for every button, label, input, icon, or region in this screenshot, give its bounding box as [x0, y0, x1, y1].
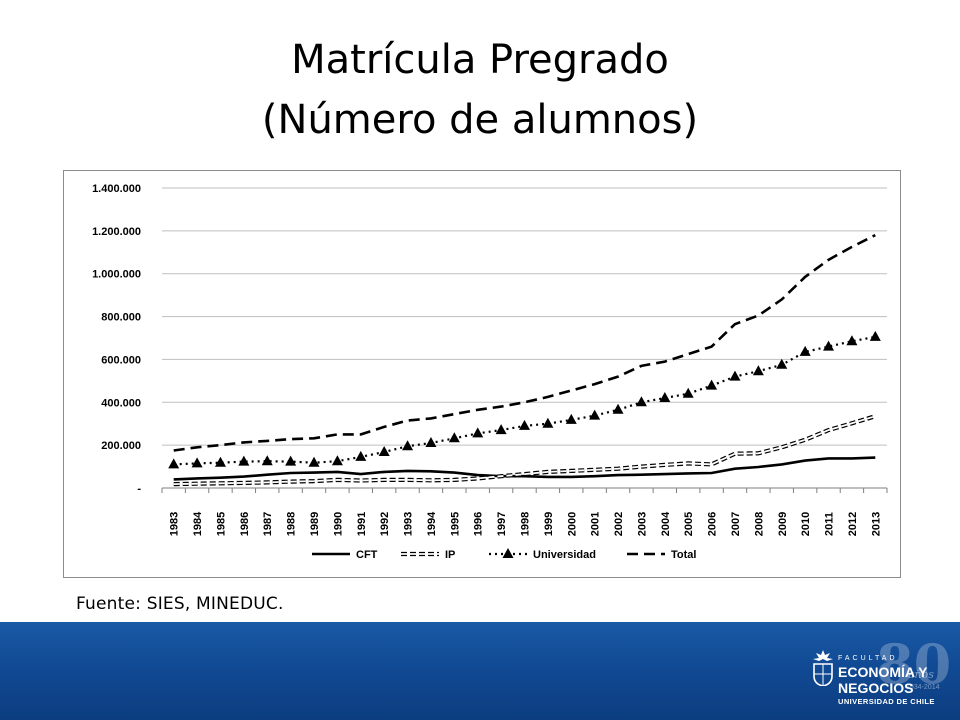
- page-title-line1: Matrícula Pregrado: [291, 37, 669, 83]
- data-point-universidad: [659, 392, 671, 402]
- y-tick-label: 400.000: [101, 397, 141, 409]
- data-point-universidad: [425, 437, 437, 447]
- x-tick-label: 1987: [262, 512, 274, 536]
- data-point-universidad: [542, 417, 554, 428]
- data-point-universidad: [869, 330, 881, 341]
- x-tick-label: 1985: [215, 512, 227, 536]
- data-point-universidad: [308, 456, 320, 467]
- data-point-universidad: [706, 379, 718, 390]
- y-tick-label: 200.000: [101, 440, 141, 452]
- legend-label-cft: CFT: [356, 549, 378, 561]
- x-tick-label: 2009: [777, 512, 789, 536]
- x-tick-label: 1997: [496, 512, 508, 536]
- x-tick-label: 2008: [753, 512, 765, 536]
- data-point-universidad: [846, 335, 858, 346]
- data-point-universidad: [472, 427, 484, 438]
- university-crest-icon: [813, 650, 833, 686]
- line-chart: - 200.000 400.000 600.000 800.000 1.000.000 1.…: [92, 183, 888, 561]
- data-point-universidad: [331, 455, 343, 466]
- logo-universidad: UNIVERSIDAD DE CHILE: [838, 697, 935, 706]
- data-point-universidad: [285, 455, 297, 466]
- y-tick-label: 1.400.000: [92, 183, 141, 195]
- x-tick-label: 1998: [520, 512, 532, 536]
- y-tick-label: -: [137, 483, 141, 495]
- x-tick-label: 1991: [356, 512, 368, 536]
- x-tick-label: 2013: [870, 512, 882, 536]
- series-line-ip-inner: [173, 415, 876, 485]
- data-point-universidad: [635, 396, 647, 407]
- x-tick-label: 1988: [286, 512, 298, 536]
- anniversary-years: 1934-2014: [906, 684, 940, 691]
- series-line-cft: [173, 456, 876, 481]
- x-tick-label: 1992: [379, 512, 391, 536]
- series-line-total: [173, 233, 876, 452]
- x-tick-label: 2000: [566, 512, 578, 536]
- x-tick-label: 2002: [613, 512, 625, 536]
- data-point-universidad: [729, 370, 741, 381]
- x-tick-label: 1984: [192, 511, 204, 536]
- y-tick-label: 1.200.000: [92, 226, 141, 238]
- data-point-universidad: [823, 340, 835, 351]
- x-tick-label: 2003: [636, 512, 648, 536]
- y-tick-label: 600.000: [101, 354, 141, 366]
- data-point-universidad: [378, 446, 390, 456]
- x-tick-label: 1999: [543, 512, 555, 536]
- data-point-universidad: [214, 456, 226, 467]
- data-point-universidad: [752, 365, 764, 376]
- y-tick-label: 1.000.000: [92, 269, 141, 281]
- data-point-universidad: [495, 424, 507, 435]
- data-point-universidad: [776, 358, 788, 369]
- logo-negocios: NEGOCIOS: [838, 680, 914, 696]
- anniversary-sub: años: [908, 668, 934, 681]
- x-tick-label: 2004: [660, 511, 672, 536]
- x-tick-label: 1983: [169, 512, 181, 536]
- data-point-universidad: [799, 345, 811, 356]
- data-point-universidad: [448, 432, 460, 443]
- page-title-line2: (Número de alumnos): [261, 97, 699, 143]
- x-tick-label: 1993: [403, 512, 415, 536]
- logo-economia: ECONOMÍA Y: [838, 664, 928, 680]
- data-point-universidad: [589, 409, 601, 420]
- data-point-universidad: [261, 455, 273, 466]
- x-tick-label: 1994: [426, 511, 438, 536]
- legend-label-total: Total: [671, 549, 696, 561]
- data-point-universidad: [519, 419, 530, 430]
- source-note: Fuente: SIES, MINEDUC.: [76, 594, 284, 614]
- x-tick-label: 2006: [707, 512, 719, 536]
- data-point-universidad: [355, 450, 367, 461]
- data-point-universidad: [168, 458, 180, 469]
- x-tick-label: 2010: [800, 512, 812, 536]
- x-tick-label: 2012: [847, 512, 859, 536]
- x-tick-label: 2005: [683, 512, 695, 536]
- x-tick-label: 1986: [239, 512, 251, 536]
- legend-label-universidad: Universidad: [533, 549, 596, 561]
- x-tick-label: 1989: [309, 512, 321, 536]
- anniversary-watermark: 80: [876, 632, 952, 696]
- y-tick-label: 800.000: [101, 312, 141, 324]
- x-tick-label: 2001: [590, 512, 602, 536]
- x-tick-label: 1996: [473, 512, 485, 536]
- chart-area: - 200.000 400.000 600.000 800.000 1.000.000 1.…: [63, 170, 901, 578]
- legend-marker-universidad: [502, 548, 514, 558]
- data-point-universidad: [612, 403, 624, 414]
- logo-faculty: FACULTAD: [838, 655, 898, 662]
- footer-band: [0, 622, 960, 720]
- data-point-universidad: [565, 413, 577, 424]
- data-point-universidad: [402, 440, 414, 451]
- data-point-universidad: [682, 387, 694, 398]
- x-tick-label: 2007: [730, 512, 742, 536]
- data-point-universidad: [191, 457, 203, 468]
- data-point-universidad: [238, 455, 250, 466]
- x-tick-label: 1990: [332, 512, 344, 536]
- x-tick-label: 2011: [824, 512, 836, 536]
- x-tick-label: 1995: [449, 512, 461, 536]
- legend-label-ip: IP: [445, 549, 455, 561]
